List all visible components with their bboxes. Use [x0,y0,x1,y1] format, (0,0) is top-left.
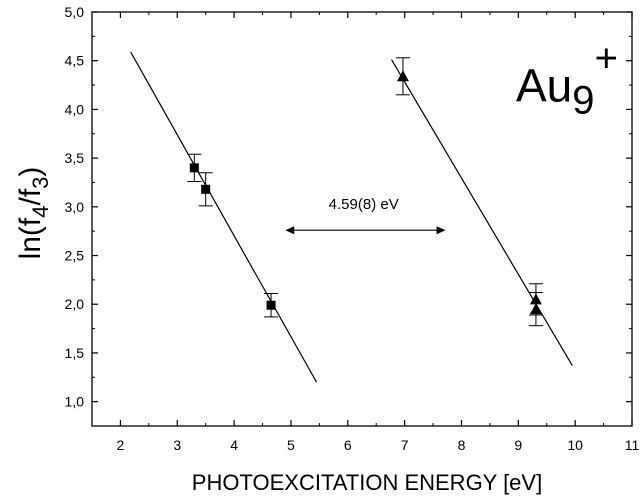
y-tick-label: 3,5 [65,150,85,166]
plot-axes [91,11,633,427]
x-tick-label: 6 [344,437,352,453]
data-points [187,57,543,327]
annotations: 4.59(8) eV Au9+ [285,37,618,235]
x-tick-label: 10 [567,437,583,453]
x-tick-label: 7 [401,437,409,453]
y-tick-label: 1,5 [65,345,85,361]
y-tick-label: 3,0 [65,199,85,215]
y-tick-label: 5,0 [65,4,85,20]
fit-line-series-1 [130,51,318,383]
y-tick-label: 2,5 [65,248,85,264]
species-charge: + [595,37,618,81]
x-axis-title: PHOTOEXCITATION ENERGY [eV] [192,470,542,495]
arrow-head-left [285,226,295,235]
axis-ticks: 2 3 4 5 6 7 8 9 10 11 1,0 1,5 2,0 2,5 3,0 3,5 4,0 4,5 5,0 [65,4,640,453]
arrow-head-right [436,226,446,235]
plot-frame [91,11,633,427]
data-point-square [189,163,199,173]
x-tick-label: 9 [514,437,522,453]
x-tick-label: 11 [625,437,640,453]
data-point-triangle [396,70,409,82]
x-tick-label: 8 [458,437,466,453]
x-tick-label: 2 [117,437,125,453]
species-label: Au9 [516,60,595,123]
y-tick-label: 4,0 [65,101,85,117]
data-point-square [266,300,276,310]
data-point-triangle [529,303,542,315]
y-axis-title: ln(f4/f3) [14,167,53,260]
x-tick-label: 4 [230,437,238,453]
x-tick-label: 3 [173,437,181,453]
y-tick-label: 1,0 [65,394,85,410]
y-tick-label: 4,5 [65,53,85,69]
energy-gap-label: 4.59(8) eV [329,196,399,213]
x-tick-label: 5 [287,437,295,453]
fit-lines [130,51,573,383]
y-tick-label: 2,0 [65,296,85,312]
data-point-square [201,184,211,194]
